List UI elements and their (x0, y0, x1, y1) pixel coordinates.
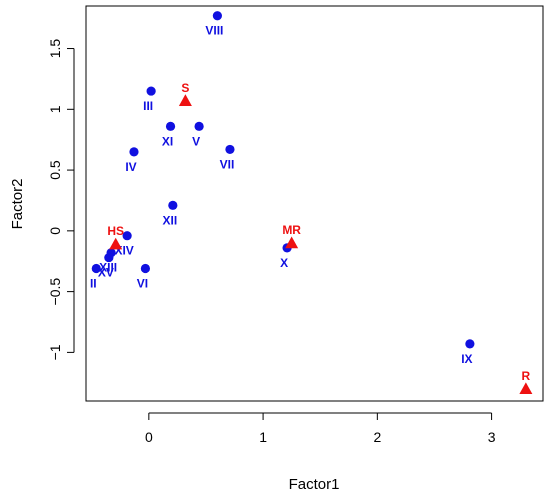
x-axis-label: Factor1 (289, 476, 340, 493)
triangle-s (178, 94, 192, 106)
point-xiv (122, 231, 132, 241)
y-axis-label: Factor2 (9, 179, 26, 230)
x-axis: 0 1 2 3 (145, 412, 496, 445)
triangle-label: R (522, 369, 531, 383)
triangle-label: MR (282, 223, 301, 237)
point-iii (146, 86, 156, 96)
triangle-r (519, 382, 533, 395)
triangle-hs (109, 237, 123, 250)
point-label: X (280, 256, 288, 270)
point-label: VI (137, 277, 148, 291)
y-tick-label: 0.5 (47, 160, 63, 180)
y-tick-label: 1 (47, 105, 63, 113)
point-xi (165, 121, 176, 131)
point-ii (91, 263, 101, 274)
point-label: IX (461, 352, 472, 366)
point-label: III (143, 99, 153, 113)
x-tick-label: 2 (373, 429, 381, 445)
point-vi (140, 263, 151, 274)
point-vii (225, 144, 235, 155)
point-label: II (90, 277, 97, 291)
point-viii (212, 11, 222, 21)
point-label: V (192, 134, 200, 148)
triangle-label: S (181, 81, 189, 95)
y-tick-label: 0 (47, 227, 63, 235)
point-xv (104, 252, 114, 263)
point-label: VII (220, 157, 235, 171)
x-tick-label: 1 (259, 429, 267, 445)
triangle-mr (285, 236, 299, 249)
x-tick-label: 0 (145, 429, 153, 445)
plot-frame (85, 5, 544, 402)
point-label: XI (162, 134, 173, 148)
point-iv (129, 147, 139, 157)
point-label: XII (162, 213, 177, 227)
y-tick-label: −0.5 (47, 278, 63, 306)
y-axis: −1 −0.5 0 0.5 1 1.5 (47, 39, 75, 360)
point-label: VIII (205, 24, 223, 38)
y-tick-label: −1 (47, 344, 63, 360)
point-xii (168, 200, 178, 210)
triangle-label: HS (107, 224, 124, 238)
x-tick-label: 3 (488, 429, 496, 445)
point-ix (465, 339, 475, 349)
point-label: XIII (99, 261, 117, 275)
point-label: IV (125, 160, 136, 174)
point-v (194, 121, 204, 131)
y-tick-label: 1.5 (47, 39, 63, 59)
point-label: XV (98, 266, 114, 280)
